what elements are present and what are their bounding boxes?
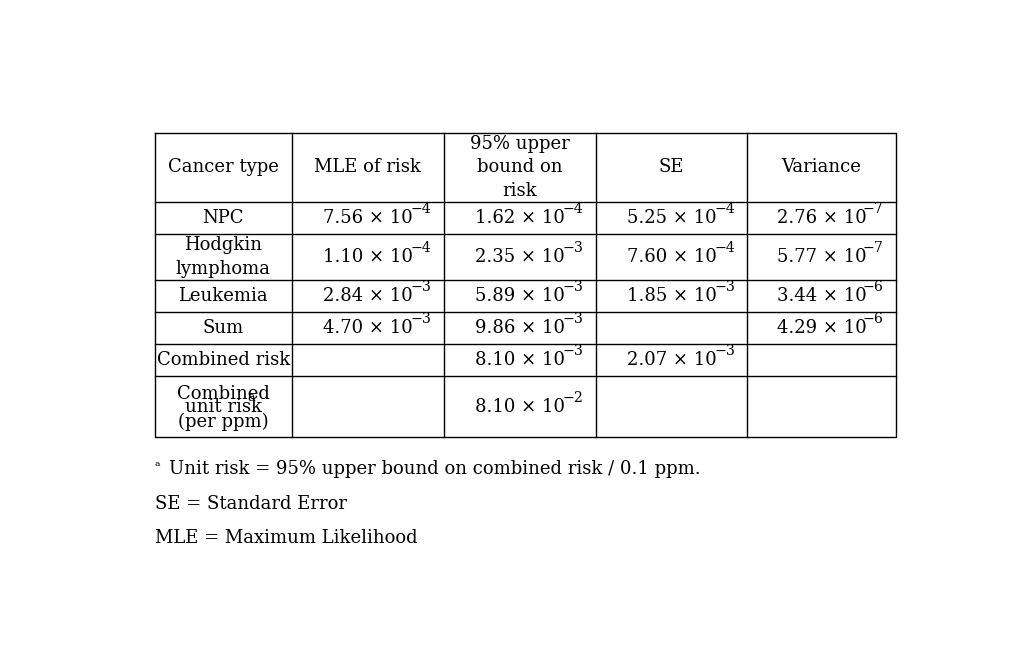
- Text: Combined risk: Combined risk: [157, 351, 290, 370]
- Text: −4: −4: [714, 241, 734, 255]
- Text: −3: −3: [562, 345, 583, 358]
- Text: −3: −3: [562, 312, 583, 326]
- Text: 2.07 × 10: 2.07 × 10: [626, 351, 716, 370]
- Text: −6: −6: [863, 280, 884, 294]
- Text: Cancer type: Cancer type: [168, 158, 279, 176]
- Text: unit risk: unit risk: [185, 398, 261, 416]
- Text: 2.35 × 10: 2.35 × 10: [475, 248, 564, 266]
- Text: 1.62 × 10: 1.62 × 10: [475, 209, 564, 227]
- Text: 5.77 × 10: 5.77 × 10: [777, 248, 866, 266]
- Text: Sum: Sum: [202, 319, 244, 337]
- Text: Variance: Variance: [782, 158, 861, 176]
- Text: SE = Standard Error: SE = Standard Error: [155, 495, 347, 513]
- Text: −4: −4: [714, 202, 734, 216]
- Text: 8.10 × 10: 8.10 × 10: [475, 351, 564, 370]
- Text: Unit risk = 95% upper bound on combined risk / 0.1 ppm.: Unit risk = 95% upper bound on combined …: [169, 461, 701, 478]
- Text: 7.60 × 10: 7.60 × 10: [626, 248, 716, 266]
- Text: 1.85 × 10: 1.85 × 10: [626, 287, 716, 305]
- Text: −4: −4: [410, 202, 431, 216]
- Text: −3: −3: [410, 312, 431, 326]
- Text: 8.10 × 10: 8.10 × 10: [475, 398, 564, 416]
- Text: −3: −3: [410, 280, 431, 294]
- Text: 1.10 × 10: 1.10 × 10: [322, 248, 413, 266]
- Text: ᵃ: ᵃ: [155, 461, 161, 475]
- Text: 2.84 × 10: 2.84 × 10: [322, 287, 413, 305]
- Text: 7.56 × 10: 7.56 × 10: [322, 209, 413, 227]
- Text: (per ppm): (per ppm): [178, 413, 268, 432]
- Text: 4.29 × 10: 4.29 × 10: [777, 319, 866, 337]
- Text: −4: −4: [410, 241, 431, 255]
- Text: 5.89 × 10: 5.89 × 10: [475, 287, 564, 305]
- Text: −7: −7: [863, 241, 884, 255]
- Text: Leukemia: Leukemia: [178, 287, 268, 305]
- Text: Combined: Combined: [177, 385, 270, 403]
- Text: NPC: NPC: [202, 209, 244, 227]
- Text: MLE of risk: MLE of risk: [314, 158, 421, 176]
- Text: −7: −7: [863, 202, 884, 216]
- Text: 3.44 × 10: 3.44 × 10: [777, 287, 866, 305]
- Text: −3: −3: [562, 241, 583, 255]
- Text: −3: −3: [562, 280, 583, 294]
- Text: −3: −3: [714, 280, 735, 294]
- Text: Hodgkin
lymphoma: Hodgkin lymphoma: [176, 236, 271, 278]
- Text: 9.86 × 10: 9.86 × 10: [475, 319, 564, 337]
- Text: 2.76 × 10: 2.76 × 10: [777, 209, 866, 227]
- Text: 5.25 × 10: 5.25 × 10: [626, 209, 716, 227]
- Text: a: a: [247, 391, 254, 405]
- Text: 95% upper
bound on
risk: 95% upper bound on risk: [470, 135, 570, 200]
- Text: −4: −4: [562, 202, 583, 216]
- Text: 4.70 × 10: 4.70 × 10: [322, 319, 413, 337]
- Text: −3: −3: [714, 345, 735, 358]
- Text: MLE = Maximum Likelihood: MLE = Maximum Likelihood: [155, 529, 417, 547]
- Text: SE: SE: [659, 158, 684, 176]
- Text: −6: −6: [863, 312, 884, 326]
- Text: −2: −2: [562, 391, 583, 405]
